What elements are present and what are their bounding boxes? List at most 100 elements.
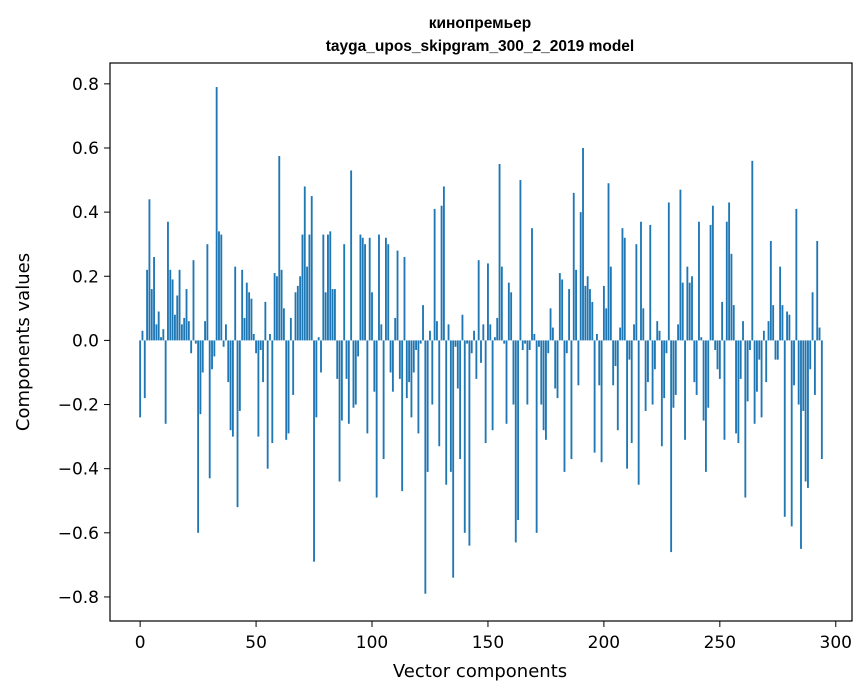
bar-232 <box>677 324 680 341</box>
bar-168 <box>528 340 531 351</box>
bar-235 <box>684 340 686 440</box>
bar-192 <box>584 285 587 341</box>
bar-136 <box>454 340 457 347</box>
bar-20 <box>185 289 188 341</box>
bar-148 <box>482 324 485 341</box>
bar-292 <box>816 240 819 341</box>
bar-59 <box>276 276 278 341</box>
bar-103 <box>378 234 380 341</box>
chart-subtitle: tayga_upos_skipgram_300_2_2019 model <box>326 38 634 55</box>
bar-156 <box>500 266 503 341</box>
bar-227 <box>665 340 668 354</box>
bar-50 <box>255 340 257 354</box>
bar-16 <box>176 295 179 341</box>
bar-39 <box>229 340 232 431</box>
bar-242 <box>700 337 703 341</box>
bar-230 <box>672 340 675 408</box>
y-tick-label: −0.2 <box>58 396 99 416</box>
bar-280 <box>788 314 791 341</box>
bar-97 <box>364 244 366 341</box>
bar-181 <box>558 273 561 341</box>
bar-285 <box>800 340 802 549</box>
bar-249 <box>716 340 719 370</box>
y-tick-label: −0.8 <box>58 588 99 608</box>
bar-107 <box>387 244 390 341</box>
bar-277 <box>781 305 784 341</box>
bar-64 <box>287 340 290 434</box>
bar-49 <box>252 333 255 341</box>
bar-72 <box>306 266 309 341</box>
bar-117 <box>410 340 413 418</box>
bar-197 <box>596 333 598 341</box>
bar-113 <box>401 340 404 492</box>
x-tick-label: 0 <box>135 633 146 653</box>
bar-141 <box>466 340 469 344</box>
bar-191 <box>582 147 584 341</box>
bar-289 <box>809 340 812 370</box>
bar-175 <box>545 340 547 440</box>
bar-286 <box>802 340 805 411</box>
bar-63 <box>285 340 288 440</box>
bar-225 <box>660 340 663 447</box>
bar-220 <box>649 224 652 341</box>
bar-28 <box>204 321 206 341</box>
x-tick-label: 200 <box>588 633 620 653</box>
bar-204 <box>612 340 615 386</box>
bar-147 <box>480 340 482 363</box>
y-tick-label: −0.6 <box>58 524 99 544</box>
bar-172 <box>538 340 540 347</box>
bar-279 <box>786 311 788 341</box>
y-tick-label: 0.8 <box>72 75 99 95</box>
bar-138 <box>459 340 462 460</box>
bar-173 <box>540 340 543 405</box>
bar-213 <box>633 324 635 341</box>
bar-287 <box>804 340 807 482</box>
bar-254 <box>728 202 731 341</box>
bar-158 <box>505 340 508 424</box>
bar-228 <box>667 202 670 341</box>
bar-155 <box>498 164 501 341</box>
y-tick-label: −0.4 <box>58 460 99 480</box>
bar-111 <box>396 250 399 341</box>
bar-75 <box>313 340 315 562</box>
bar-278 <box>783 340 786 517</box>
bar-61 <box>280 269 283 341</box>
bar-114 <box>403 257 406 341</box>
bar-9 <box>160 337 162 341</box>
bar-263 <box>749 340 751 351</box>
bar-41 <box>234 266 237 341</box>
bar-105 <box>382 340 385 460</box>
bar-169 <box>531 228 533 341</box>
bar-131 <box>442 186 445 341</box>
bar-125 <box>429 330 431 341</box>
bar-19 <box>183 317 186 341</box>
bar-265 <box>753 340 756 424</box>
bar-8 <box>157 311 160 341</box>
bar-180 <box>556 340 559 399</box>
bar-109 <box>391 340 394 392</box>
bar-86 <box>338 340 341 482</box>
bar-14 <box>171 279 174 341</box>
bar-188 <box>575 269 577 341</box>
bar-162 <box>514 340 517 543</box>
bar-234 <box>681 282 684 341</box>
bar-33 <box>215 87 218 341</box>
bar-165 <box>521 340 524 351</box>
bar-209 <box>623 237 626 341</box>
bar-34 <box>218 231 220 341</box>
bar-137 <box>456 340 459 389</box>
bar-236 <box>686 266 689 341</box>
bar-65 <box>289 317 292 341</box>
bar-5 <box>150 289 153 341</box>
bar-267 <box>758 340 761 360</box>
y-axis-label: Components values <box>13 253 34 431</box>
bar-24 <box>194 340 197 344</box>
bar-124 <box>426 340 429 472</box>
bar-80 <box>324 292 327 341</box>
bar-130 <box>440 205 443 341</box>
bar-115 <box>405 340 408 399</box>
bar-199 <box>600 340 603 463</box>
bar-207 <box>619 327 622 341</box>
